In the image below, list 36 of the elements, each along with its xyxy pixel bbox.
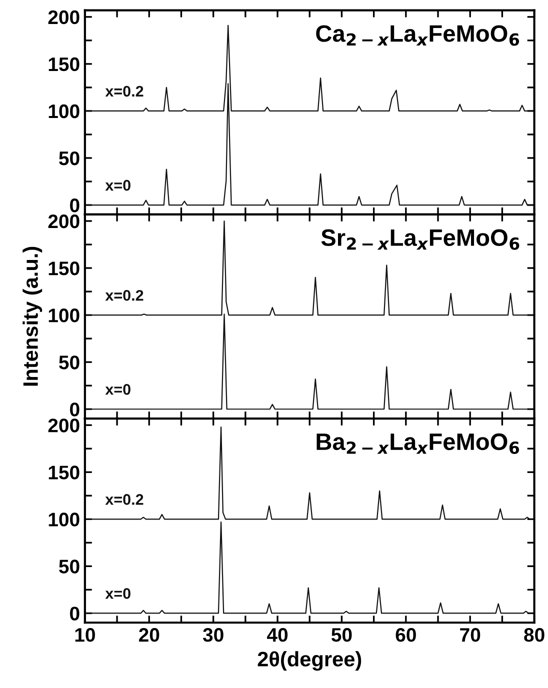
- x-tick-label: 10: [75, 628, 95, 642]
- series-label: x=0.2: [105, 494, 144, 505]
- y-tick-label: 150: [48, 262, 80, 276]
- x-tick-label: 80: [524, 628, 544, 642]
- x-tick-label: 60: [396, 628, 416, 642]
- line-series: [84, 521, 534, 614]
- y-tick-label: 50: [59, 151, 80, 166]
- y-tick-label: 150: [48, 466, 80, 480]
- series-label: x=0.2: [105, 86, 144, 97]
- y-tick-label: 0: [70, 606, 80, 620]
- x-tick-label: 40: [267, 628, 288, 642]
- text: Ca$_{2−x}$La$_{x}$FeMoO$_{6}$: [316, 25, 520, 46]
- y-tick-label: 200: [48, 418, 80, 432]
- y-tick-label: 50: [59, 560, 80, 574]
- y-tick-label: 200: [48, 10, 80, 24]
- y-tick-label: 200: [48, 214, 80, 228]
- y-tick-label: 0: [70, 198, 80, 212]
- series-label: x=0: [105, 180, 130, 191]
- y-tick-label: 100: [48, 512, 80, 526]
- y-tick-label: 150: [48, 57, 80, 72]
- x-tick-label: 50: [332, 628, 352, 642]
- x-axis-title: 2θ(degree): [258, 651, 362, 671]
- y-tick-label: 50: [59, 356, 80, 370]
- y-tick-label: 100: [48, 104, 80, 118]
- x-tick-label: 30: [202, 628, 224, 642]
- x-tick-label: 20: [138, 628, 160, 642]
- text: Sr$_{2−x}$La$_{x}$FeMoO$_{6}$: [321, 229, 520, 250]
- y-axis-title: Intensity (a.u.): [22, 246, 42, 386]
- line-series: [84, 426, 534, 520]
- y-tick-label: 100: [48, 308, 80, 322]
- series-label: x=0: [105, 384, 130, 395]
- series-label: x=0: [105, 588, 130, 599]
- y-tick-label: 0: [70, 402, 80, 416]
- x-tick-label: 70: [460, 628, 480, 642]
- series-label: x=0.2: [105, 290, 144, 301]
- text: Ba$_{2−x}$La$_{x}$FeMoO$_{6}$: [316, 433, 520, 454]
